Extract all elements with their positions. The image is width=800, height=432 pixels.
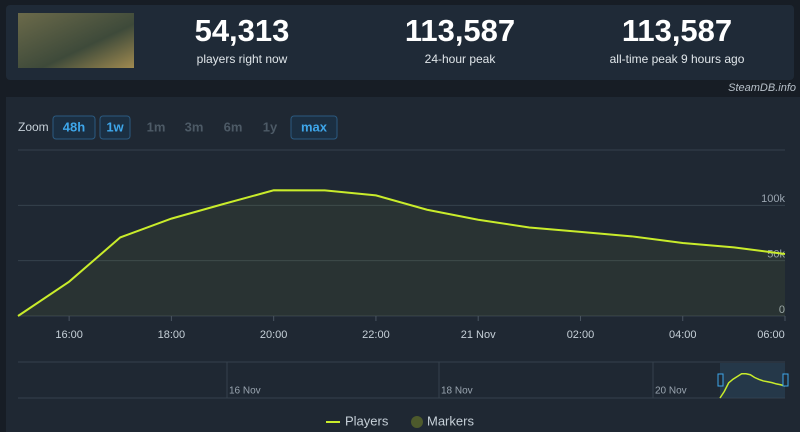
zoom-button-label[interactable]: 3m [185, 119, 204, 134]
zoom-button[interactable] [99, 115, 131, 140]
zoom-button[interactable] [290, 115, 338, 140]
credit: SteamDB.info [728, 82, 796, 94]
area [18, 190, 785, 316]
game-image [18, 13, 134, 68]
chart-panel [6, 97, 800, 432]
zoom-button-label[interactable]: 1w [106, 119, 124, 134]
stat-value: 113,587 [405, 13, 515, 48]
stat-value: 113,587 [622, 13, 732, 48]
x-tick-label: 21 Nov [461, 329, 496, 341]
legend-swatch [411, 416, 423, 428]
x-tick-label: 02:00 [567, 329, 595, 341]
stat-label: all-time peak 9 hours ago [610, 52, 745, 66]
stat-value: 54,313 [195, 13, 290, 48]
navigator-handle[interactable] [782, 373, 789, 387]
x-tick-label: 06:00 [757, 329, 785, 341]
navigator-line [719, 373, 786, 399]
x-tick-label: 04:00 [669, 329, 697, 341]
navigator-selection [720, 363, 785, 398]
y-tick-label: 0 [779, 304, 785, 316]
y-tick-label: 100k [761, 193, 785, 205]
legend-label[interactable]: Players [345, 413, 389, 428]
zoom-button-label[interactable]: 1y [263, 119, 278, 134]
zoom-button-label[interactable]: 1m [147, 119, 166, 134]
x-tick-label: 22:00 [362, 329, 390, 341]
navigator-label: 20 Nov [655, 386, 687, 397]
zoom-label: Zoom [18, 120, 49, 134]
stats-panel [6, 5, 794, 80]
zoom-button[interactable] [52, 115, 96, 140]
line [17, 189, 786, 317]
stat-label: players right now [197, 52, 288, 66]
stat-label: 24-hour peak [425, 52, 497, 66]
legend-label[interactable]: Markers [427, 413, 474, 428]
zoom-button-label[interactable]: 48h [63, 119, 85, 134]
zoom-button-label[interactable]: 6m [224, 119, 243, 134]
navigator-label: 16 Nov [229, 386, 261, 397]
x-tick-label: 20:00 [260, 329, 288, 341]
x-tick-label: 18:00 [158, 329, 186, 341]
navigator-label: 18 Nov [441, 386, 473, 397]
x-tick-label: 16:00 [55, 329, 83, 341]
zoom-button-label[interactable]: max [301, 119, 328, 134]
navigator-handle[interactable] [717, 373, 724, 387]
